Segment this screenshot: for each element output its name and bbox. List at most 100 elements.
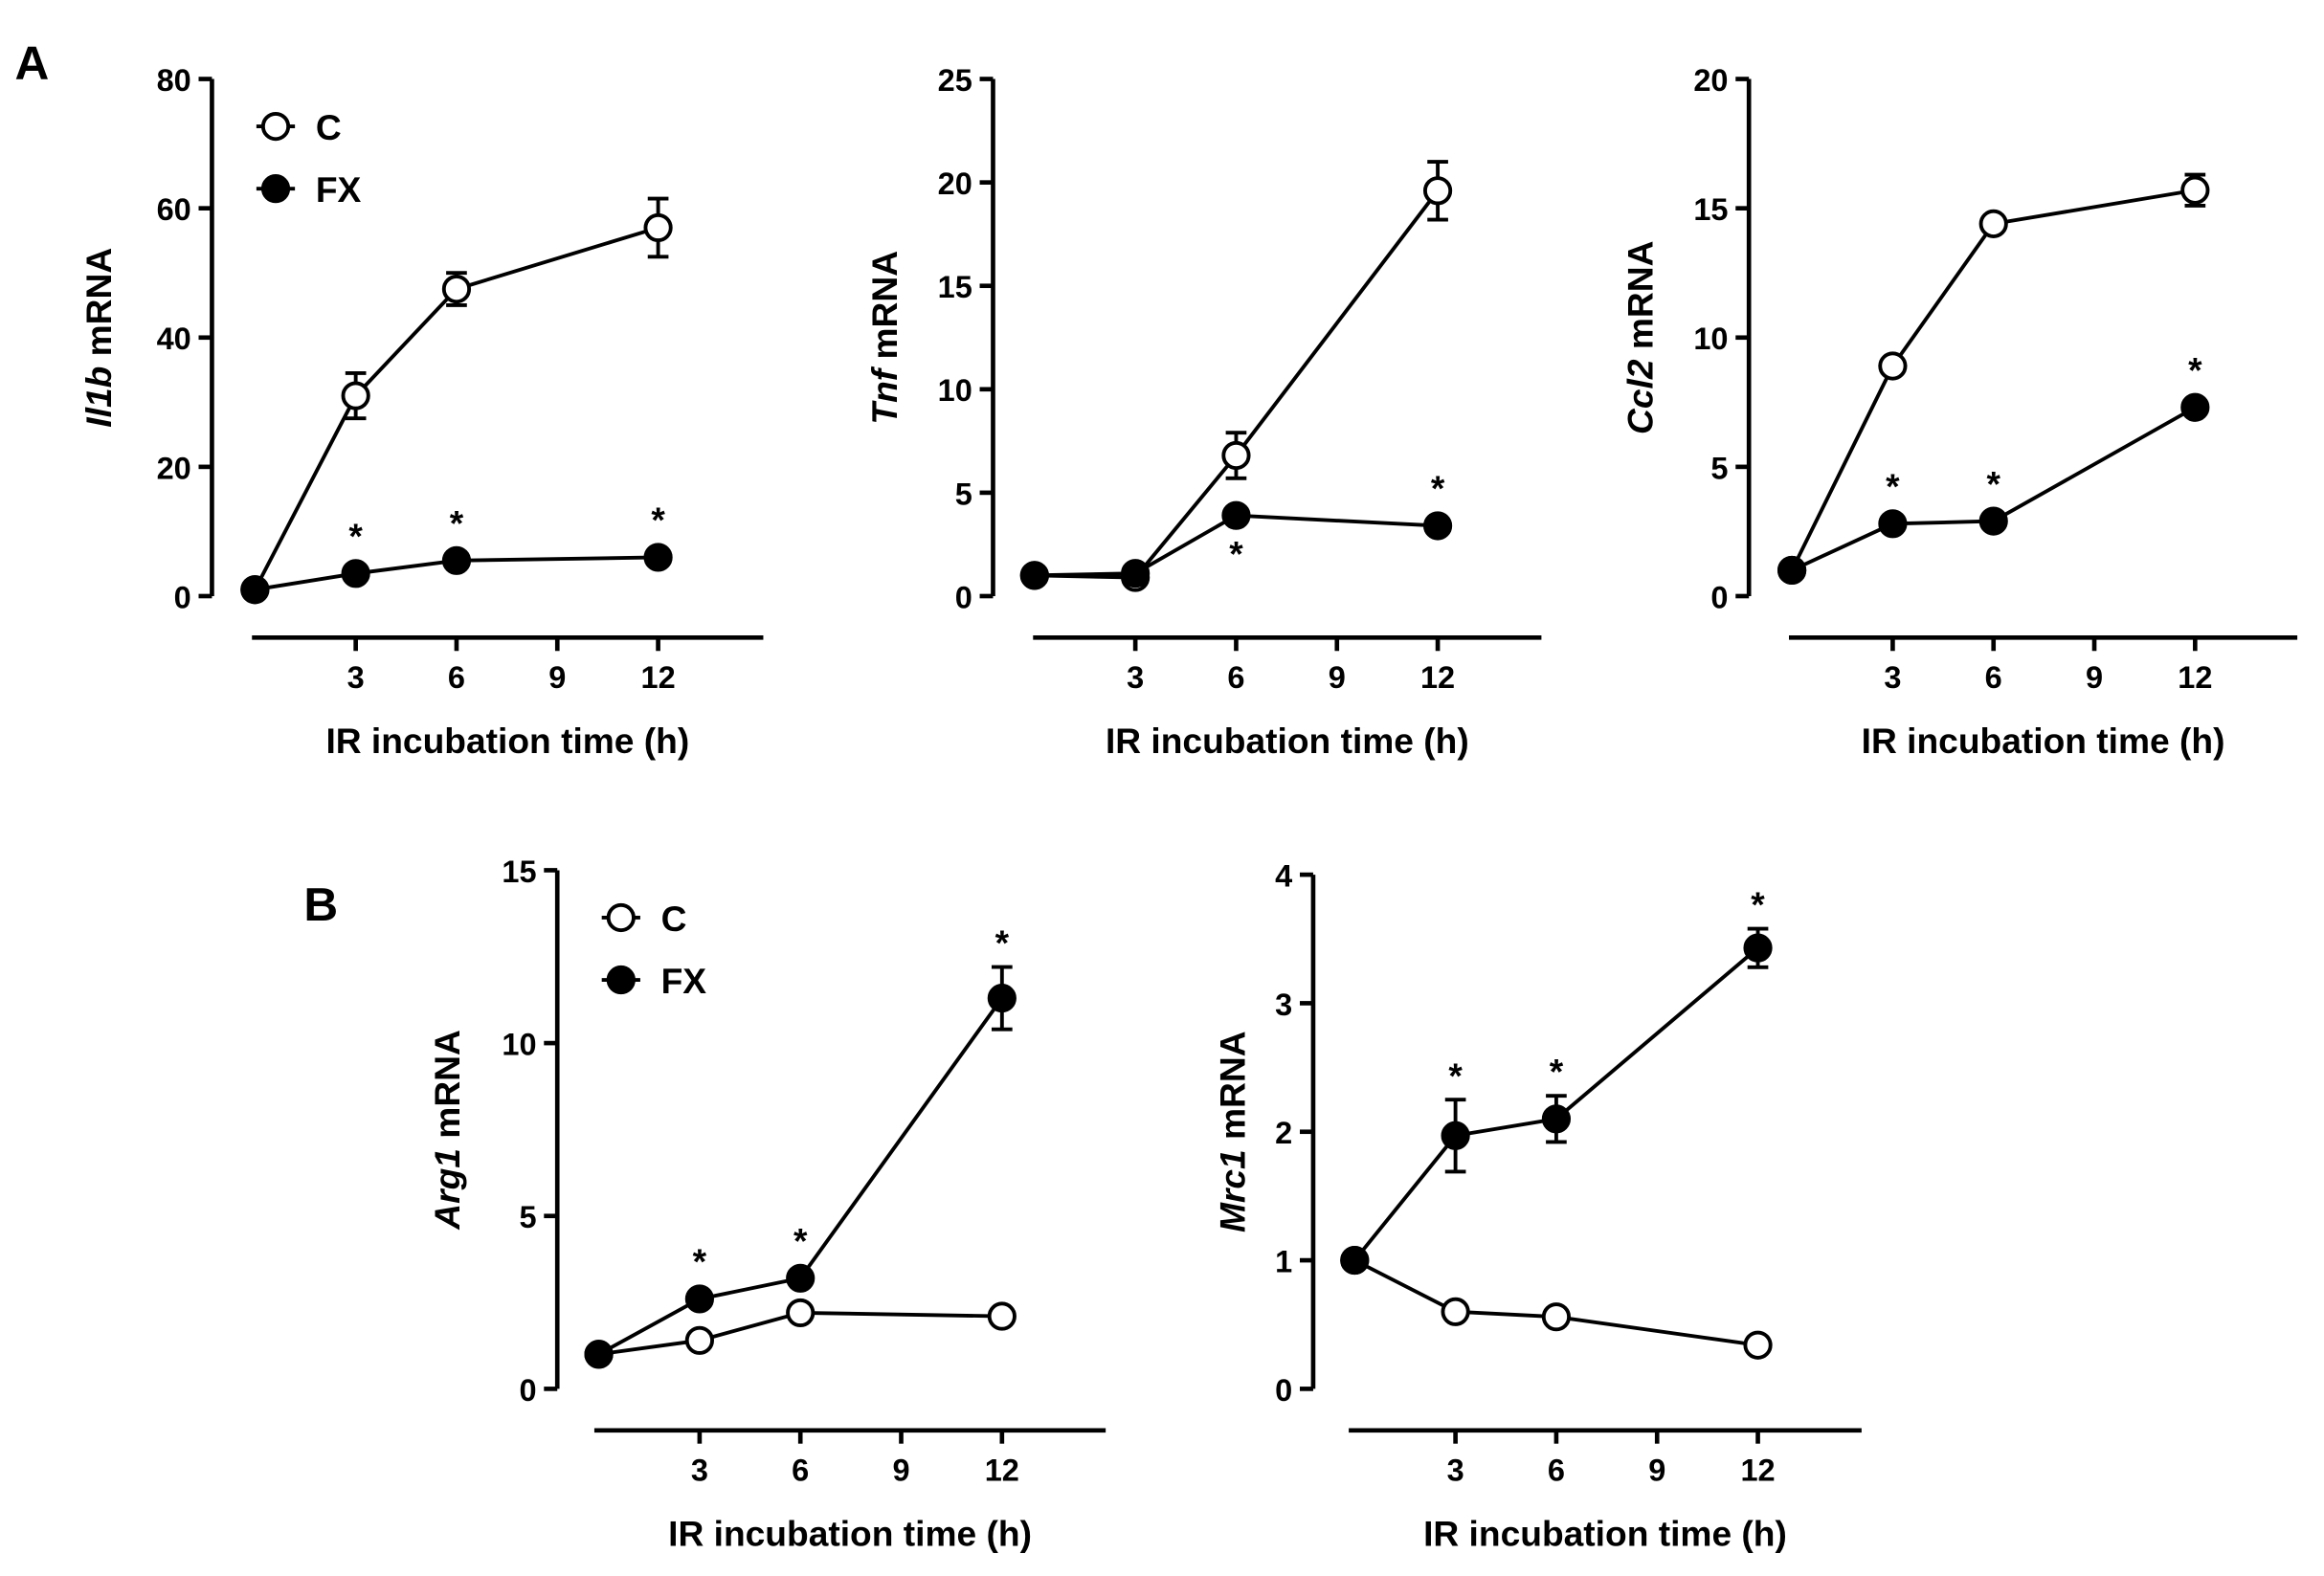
x-tick-label: 3 [1127, 660, 1144, 695]
y-tick-label: 0 [955, 580, 972, 614]
data-point-c [2180, 175, 2210, 205]
chart-ccl2: 0 5 10 15 20 3 6 9 12 IR incubation time (h) Ccl2 … [1620, 63, 2298, 761]
data-point-c [1743, 1330, 1773, 1360]
x-tick-label: 6 [1985, 660, 2002, 695]
series-line-c [1353, 1258, 1758, 1347]
y-tick-label: 15 [1693, 192, 1728, 227]
significance-star: * [651, 499, 665, 540]
chart-il1b: 0 20 40 60 80 3 6 9 12 IR incubation time (h) Il1b… [78, 63, 764, 761]
series-line-fx [1352, 946, 1759, 1262]
x-tick-label: 3 [1884, 660, 1901, 695]
y-tick-label: 15 [502, 855, 536, 889]
y-tick-label: 10 [1693, 322, 1728, 356]
legend-marker [260, 174, 291, 204]
y-tick-label: 60 [157, 192, 191, 227]
x-tick-label: 3 [691, 1453, 708, 1487]
legend-item-fx: FX [256, 169, 362, 210]
legend-label: C [316, 107, 342, 147]
data-point-c [643, 212, 673, 243]
x-axis-label: IR incubation time (h) [1423, 1514, 1787, 1554]
series-line-c [1034, 189, 1440, 580]
legend-marker [606, 902, 636, 933]
y-axis-label: Arg1 mRNA [427, 1030, 467, 1231]
y-tick-label: 3 [1275, 988, 1292, 1022]
panel-label-a: A [14, 36, 49, 90]
series-line-c [1790, 188, 2196, 571]
data-point-c [684, 1325, 714, 1355]
y-tick-label: 20 [1693, 63, 1728, 98]
y-tick-label: 5 [519, 1200, 536, 1234]
chart-arg1: 0 5 10 15 3 6 9 12 IR incubation time (h) Arg1 mR… [427, 855, 1106, 1554]
y-tick-label: 0 [519, 1373, 536, 1408]
gene-name: Mrc1 [1213, 1149, 1253, 1232]
data-point-fx [987, 984, 1017, 1013]
legend-label: FX [316, 169, 362, 210]
y-tick-label: 1 [1275, 1244, 1292, 1278]
y-tick-label: 5 [955, 477, 972, 511]
y-tick-label: 0 [1710, 580, 1728, 614]
y-tick-label: 0 [174, 580, 191, 614]
data-point-c [786, 1298, 816, 1328]
data-point-fx [2180, 392, 2210, 422]
x-tick-label: 6 [448, 660, 465, 695]
data-point-c [1541, 1302, 1572, 1332]
data-point-fx [643, 543, 673, 572]
significance-star: * [348, 516, 363, 556]
gene-name: Arg1 [427, 1148, 467, 1231]
data-point-fx [584, 1340, 614, 1369]
chart-tnf: 0 5 10 15 20 25 3 6 9 12 IR incubation time (h) Tnf… [864, 63, 1542, 761]
data-point-c [987, 1301, 1017, 1331]
x-tick-label: 9 [892, 1453, 909, 1487]
y-tick-label: 2 [1275, 1116, 1292, 1150]
y-tick-label: 4 [1275, 858, 1292, 893]
significance-star: * [995, 922, 1010, 963]
legend-item-fx: FX [601, 961, 706, 1001]
data-point-c [441, 275, 472, 304]
gene-name: Il1b [78, 366, 119, 428]
significance-star: * [1751, 884, 1765, 924]
y-axis-label: Il1b mRNA [78, 248, 119, 428]
significance-star: * [793, 1220, 808, 1260]
significance-star: * [1431, 468, 1445, 508]
significance-star: * [1448, 1055, 1463, 1096]
x-tick-label: 3 [1447, 1453, 1464, 1487]
data-point-fx [240, 575, 270, 605]
legend-item-c: C [256, 107, 342, 147]
legend-marker [260, 112, 291, 142]
data-point-c [341, 381, 370, 411]
data-point-c [1978, 209, 2008, 238]
y-axis-label-suffix: mRNA [78, 248, 119, 366]
x-tick-label: 6 [1548, 1453, 1565, 1487]
data-point-fx [1019, 561, 1049, 590]
data-point-fx [1221, 500, 1251, 530]
x-tick-label: 12 [985, 1453, 1019, 1487]
y-axis-label: Tnf mRNA [864, 251, 905, 425]
legend-item-c: C [601, 899, 687, 939]
y-axis-label-suffix: mRNA [427, 1030, 467, 1148]
x-axis-label: IR incubation time (h) [1862, 721, 2225, 761]
data-point-fx [1422, 511, 1453, 541]
data-point-fx [441, 545, 472, 575]
y-tick-label: 20 [157, 451, 191, 485]
x-tick-label: 12 [1740, 1453, 1775, 1487]
data-point-c [1441, 1297, 1470, 1326]
x-tick-label: 6 [1227, 660, 1244, 695]
x-tick-label: 9 [1648, 1453, 1665, 1487]
significance-star: * [1886, 466, 1900, 506]
significance-star: * [693, 1241, 707, 1281]
series-line-fx [597, 996, 1004, 1356]
significance-star: * [1550, 1052, 1564, 1092]
x-tick-label: 12 [641, 660, 676, 695]
y-tick-label: 0 [1275, 1373, 1292, 1408]
x-tick-label: 12 [1420, 660, 1455, 695]
y-tick-label: 80 [157, 63, 191, 98]
y-axis-label-suffix: mRNA [1213, 1031, 1253, 1149]
data-point-fx [1978, 506, 2008, 536]
y-tick-label: 40 [157, 322, 191, 356]
series-line-fx [1791, 406, 2197, 572]
legend-label: C [661, 899, 687, 939]
x-tick-label: 9 [1329, 660, 1346, 695]
y-axis-label: Ccl2 mRNA [1620, 241, 1661, 434]
gene-name: Ccl2 [1620, 359, 1661, 434]
data-point-fx [1340, 1245, 1370, 1276]
